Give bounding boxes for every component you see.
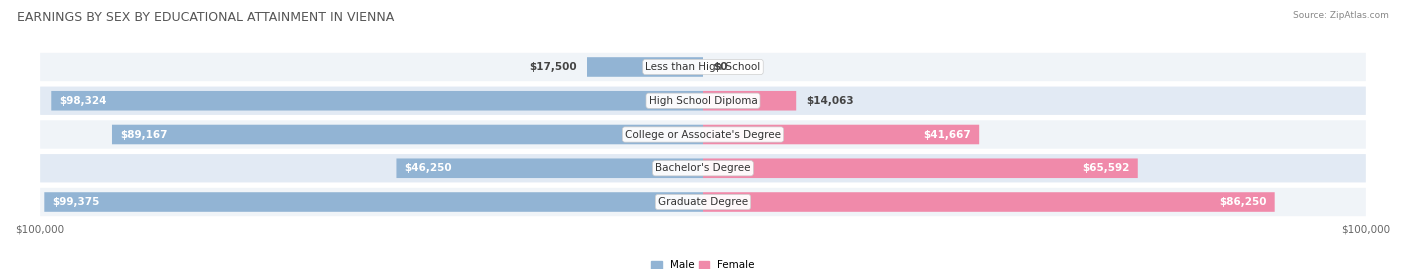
Text: $17,500: $17,500: [530, 62, 576, 72]
Text: EARNINGS BY SEX BY EDUCATIONAL ATTAINMENT IN VIENNA: EARNINGS BY SEX BY EDUCATIONAL ATTAINMEN…: [17, 11, 394, 24]
FancyBboxPatch shape: [41, 188, 1365, 216]
Text: $99,375: $99,375: [52, 197, 100, 207]
FancyBboxPatch shape: [586, 57, 703, 77]
Text: $0: $0: [713, 62, 727, 72]
Text: $14,063: $14,063: [806, 96, 853, 106]
FancyBboxPatch shape: [41, 120, 1365, 149]
FancyBboxPatch shape: [51, 91, 703, 111]
FancyBboxPatch shape: [703, 192, 1275, 212]
Text: $46,250: $46,250: [405, 163, 451, 173]
Text: Less than High School: Less than High School: [645, 62, 761, 72]
FancyBboxPatch shape: [41, 53, 1365, 81]
Text: Bachelor's Degree: Bachelor's Degree: [655, 163, 751, 173]
Text: Source: ZipAtlas.com: Source: ZipAtlas.com: [1294, 11, 1389, 20]
FancyBboxPatch shape: [45, 192, 703, 212]
Text: $86,250: $86,250: [1219, 197, 1267, 207]
Text: High School Diploma: High School Diploma: [648, 96, 758, 106]
Text: College or Associate's Degree: College or Associate's Degree: [626, 129, 780, 140]
Text: $98,324: $98,324: [59, 96, 107, 106]
FancyBboxPatch shape: [703, 158, 1137, 178]
Text: Graduate Degree: Graduate Degree: [658, 197, 748, 207]
Text: $41,667: $41,667: [924, 129, 972, 140]
Legend: Male, Female: Male, Female: [651, 260, 755, 269]
FancyBboxPatch shape: [41, 87, 1365, 115]
FancyBboxPatch shape: [703, 125, 979, 144]
FancyBboxPatch shape: [41, 154, 1365, 182]
FancyBboxPatch shape: [396, 158, 703, 178]
FancyBboxPatch shape: [703, 91, 796, 111]
Text: $65,592: $65,592: [1083, 163, 1130, 173]
FancyBboxPatch shape: [112, 125, 703, 144]
Text: $89,167: $89,167: [120, 129, 167, 140]
